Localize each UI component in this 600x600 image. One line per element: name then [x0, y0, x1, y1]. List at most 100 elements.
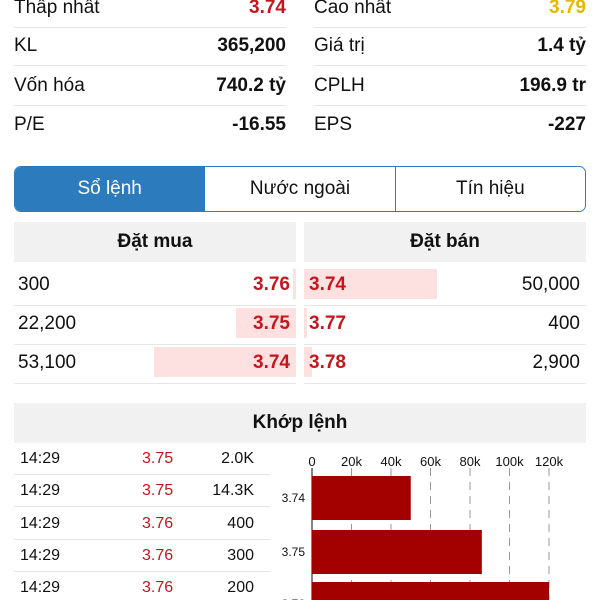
stat-value: 365,200 — [217, 35, 286, 56]
trade-price: 3.76 — [142, 514, 174, 532]
price-category-label: 3.74 — [282, 491, 306, 505]
sell-order-row: 3.77 400 — [304, 306, 586, 345]
matched-order-row: 14:29 3.76 200 — [14, 573, 280, 600]
volume-bar — [312, 582, 549, 600]
tab-order-book[interactable]: Sổ lệnh — [15, 167, 206, 211]
x-tick-label: 20k — [341, 454, 362, 469]
divider — [314, 105, 586, 106]
buy-volume-bar — [154, 347, 296, 377]
trade-price: 3.75 — [142, 450, 174, 467]
buy-volume-bar — [236, 308, 296, 338]
buy-price: 3.75 — [253, 313, 290, 334]
x-tick-label: 40k — [381, 454, 402, 469]
divider — [14, 570, 270, 572]
matched-order-row: 14:29 3.76 300 — [14, 541, 280, 573]
matched-order-row: 14:29 3.75 2.0K — [14, 444, 280, 476]
price-category-label: 3.75 — [282, 545, 306, 559]
tab-foreign[interactable]: Nước ngoài — [205, 167, 396, 211]
divider — [304, 344, 586, 345]
divider — [314, 27, 586, 28]
trade-price: 3.76 — [142, 546, 174, 564]
x-tick-label: 80k — [460, 454, 481, 469]
trade-time: 14:29 — [20, 579, 61, 597]
trade-volume: 400 — [227, 514, 254, 532]
stat-value: -16.55 — [232, 114, 286, 135]
trade-time: 14:29 — [20, 450, 61, 467]
matched-order-row: 14:29 3.76 400 — [14, 509, 280, 541]
stat-label: Cao nhất — [314, 0, 392, 18]
sell-volume: 400 — [548, 313, 580, 334]
stat-row: Vốn hóa 740.2 tỷ — [14, 66, 286, 106]
trade-time: 14:29 — [20, 546, 61, 564]
trade-price: 3.75 — [142, 482, 174, 500]
buy-price: 3.76 — [253, 274, 290, 295]
x-tick-label: 0 — [308, 454, 315, 469]
buy-order-row: 300 3.76 — [14, 267, 296, 306]
buy-price: 3.74 — [253, 352, 290, 373]
tab-bar: Sổ lệnh Nước ngoài Tín hiệu — [14, 166, 586, 212]
stat-row: Thấp nhất 3.74 — [14, 0, 286, 28]
sell-order-row: 3.74 50,000 — [304, 267, 586, 306]
trade-volume: 300 — [227, 546, 254, 564]
stat-value: 1.4 tỷ — [537, 35, 586, 56]
buy-volume-bar — [293, 269, 296, 299]
divider — [314, 65, 586, 66]
volume-by-price-chart: 0 20k 40k 60k 80k 100k 120k 3.74 3.75 3.76 — [282, 454, 564, 600]
trade-volume: 200 — [227, 579, 254, 597]
sell-order-row: 3.78 2,900 — [304, 345, 586, 384]
stat-label: Vốn hóa — [14, 75, 85, 96]
stat-value: -227 — [547, 114, 586, 135]
trade-volume: 2.0K — [221, 450, 254, 467]
volume-bar — [312, 476, 411, 520]
stat-value: 196.9 tr — [519, 75, 586, 96]
divider — [14, 344, 296, 345]
stat-label: KL — [14, 35, 38, 56]
tab-signals[interactable]: Tín hiệu — [395, 167, 585, 211]
stat-value: 3.79 — [549, 0, 586, 18]
sell-volume-bar — [304, 308, 307, 338]
volume-bar — [312, 530, 482, 574]
sell-volume-bar — [304, 347, 312, 377]
trade-time: 14:29 — [20, 514, 61, 532]
stat-row: Giá trị 1.4 tỷ — [314, 26, 586, 66]
stat-label: P/E — [14, 114, 45, 135]
sell-volume: 50,000 — [521, 274, 580, 295]
stat-value: 740.2 tỷ — [216, 75, 286, 96]
price-category-label: 3.76 — [282, 597, 306, 600]
trade-volume: 14.3K — [212, 482, 254, 500]
divider — [14, 506, 270, 508]
divider — [14, 105, 286, 106]
stat-label: EPS — [314, 114, 353, 135]
buy-volume: 300 — [18, 274, 50, 295]
divider — [14, 65, 286, 66]
divider — [14, 305, 296, 306]
stat-row: Cao nhất 3.79 — [314, 0, 586, 28]
trade-time: 14:29 — [20, 482, 61, 500]
x-tick-label: 60k — [420, 454, 441, 469]
trade-price: 3.76 — [142, 579, 174, 597]
divider — [14, 538, 270, 540]
buy-volume: 53,100 — [18, 352, 77, 373]
sell-header: Đặt bán — [304, 222, 586, 262]
divider — [304, 383, 586, 384]
stat-label: CPLH — [314, 75, 365, 96]
buy-header: Đặt mua — [14, 222, 296, 262]
stat-value: 3.74 — [249, 0, 286, 18]
sell-price: 3.78 — [309, 352, 346, 373]
sell-volume: 2,900 — [532, 352, 580, 373]
buy-volume: 22,200 — [18, 313, 77, 334]
stat-row: EPS -227 — [314, 105, 586, 145]
divider — [304, 305, 586, 306]
x-tick-label: 120k — [535, 454, 564, 469]
stat-row: KL 365,200 — [14, 26, 286, 66]
stat-label: Thấp nhất — [14, 0, 100, 18]
matched-order-row: 14:29 3.75 14.3K — [14, 476, 280, 508]
buy-order-row: 22,200 3.75 — [14, 306, 296, 345]
divider — [14, 474, 270, 475]
sell-price: 3.74 — [309, 274, 346, 295]
stat-row: P/E -16.55 — [14, 105, 286, 145]
x-tick-label: 100k — [495, 454, 524, 469]
stat-row: CPLH 196.9 tr — [314, 66, 586, 106]
divider — [14, 27, 286, 28]
stat-label: Giá trị — [314, 35, 365, 56]
